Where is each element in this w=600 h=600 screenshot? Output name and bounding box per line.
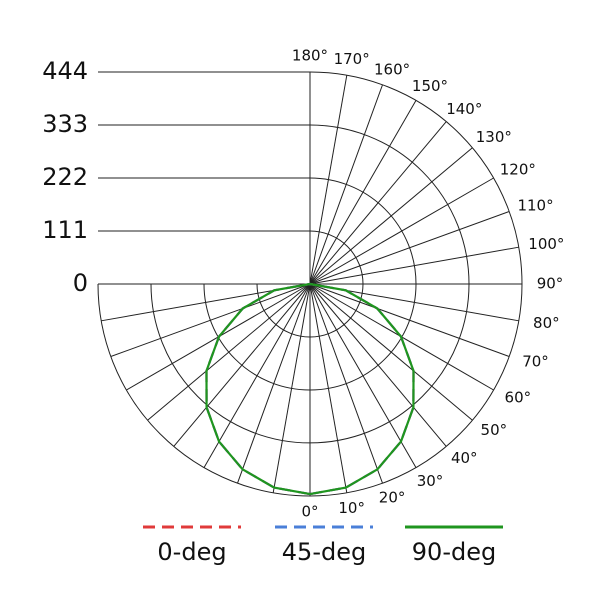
angle-label: 130° — [476, 128, 512, 146]
angle-label: 160° — [374, 60, 410, 78]
spoke — [147, 283, 311, 421]
spoke — [272, 283, 311, 493]
angle-label: 120° — [500, 161, 536, 179]
angle-label: 150° — [412, 77, 448, 95]
spoke — [309, 121, 447, 285]
spoke — [309, 283, 510, 357]
spoke — [309, 283, 417, 468]
angle-label: 80° — [533, 314, 560, 332]
ring-arc — [150, 124, 470, 444]
r-tick-label: 222 — [42, 163, 88, 191]
angle-label: 170° — [334, 50, 370, 68]
angle-label: 10° — [338, 499, 365, 517]
angle-label: 90° — [537, 275, 564, 293]
spoke — [309, 177, 494, 285]
angle-label: 50° — [481, 421, 508, 439]
legend-label: 45-deg — [282, 538, 366, 566]
angle-label: 30° — [417, 472, 444, 490]
angle-label: 70° — [522, 352, 549, 370]
spoke — [309, 283, 447, 447]
angle-label: 180° — [292, 47, 328, 65]
angle-label: 110° — [517, 197, 553, 215]
r-tick-label: 0 — [73, 269, 88, 297]
spoke — [309, 283, 473, 421]
angle-label: 140° — [446, 100, 482, 118]
angle-label: 60° — [505, 389, 532, 407]
series-line — [309, 282, 415, 496]
spoke — [309, 147, 473, 285]
angle-label: 20° — [379, 489, 406, 507]
spoke — [309, 246, 519, 285]
spoke — [110, 283, 311, 357]
spoke — [309, 84, 383, 285]
legend-label: 0-deg — [157, 538, 226, 566]
spoke — [203, 283, 311, 468]
spoke — [173, 283, 311, 447]
ring-arc — [97, 71, 523, 497]
ring-arc — [256, 230, 364, 338]
angle-label: 40° — [451, 449, 478, 467]
spoke — [309, 100, 417, 285]
r-tick-label: 333 — [42, 110, 88, 138]
angle-label: 0° — [301, 503, 318, 521]
r-tick-label: 444 — [42, 57, 88, 85]
spoke — [309, 283, 348, 493]
spoke — [309, 283, 383, 484]
r-tick-label: 111 — [42, 216, 88, 244]
ring-arc — [203, 177, 417, 391]
series-line — [205, 282, 311, 496]
angle-label: 100° — [528, 235, 564, 253]
spoke — [309, 211, 510, 285]
spoke — [237, 283, 311, 484]
legend-label: 90-deg — [412, 538, 496, 566]
spoke — [309, 75, 348, 285]
